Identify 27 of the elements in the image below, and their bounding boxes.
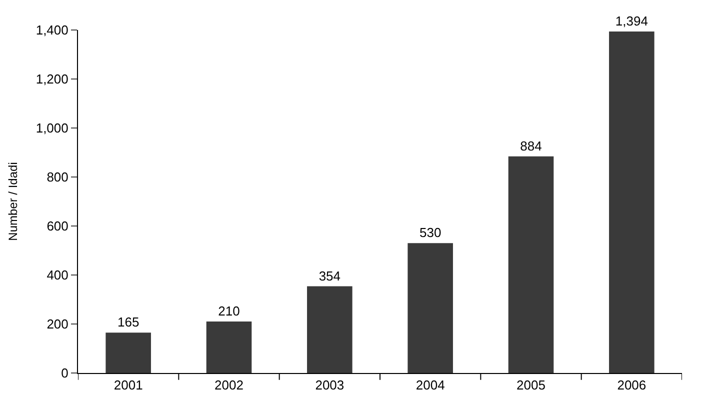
y-tick-label: 200 [46, 316, 68, 332]
x-tick-label: 2006 [617, 378, 646, 393]
bar [307, 286, 352, 373]
x-tick-label: 2002 [214, 378, 244, 393]
x-tick-label: 2005 [516, 378, 546, 393]
x-tick-label: 2001 [114, 378, 143, 393]
y-tick-label: 1,400 [36, 22, 68, 38]
bar [408, 243, 453, 373]
y-tick-label: 600 [46, 218, 68, 234]
y-tick-label: 1,000 [36, 120, 68, 136]
data-label: 354 [318, 268, 341, 284]
y-tick-label: 1,200 [36, 72, 68, 87]
y-tick-label: 0 [61, 366, 68, 381]
data-label: 884 [520, 138, 542, 154]
y-tick-label: 800 [46, 170, 68, 185]
x-tick-label: 2004 [416, 378, 445, 393]
data-label: 1,394 [615, 13, 648, 28]
bar [106, 332, 151, 373]
data-label: 165 [117, 314, 140, 330]
bar [206, 322, 252, 373]
data-label: 530 [419, 225, 442, 240]
x-tick-label: 2003 [315, 378, 344, 393]
y-tick-label: 400 [46, 268, 68, 283]
bar [609, 31, 654, 373]
bar [508, 156, 554, 373]
y-axis-title: Number / Idadi [6, 162, 20, 241]
data-label: 210 [218, 304, 240, 319]
